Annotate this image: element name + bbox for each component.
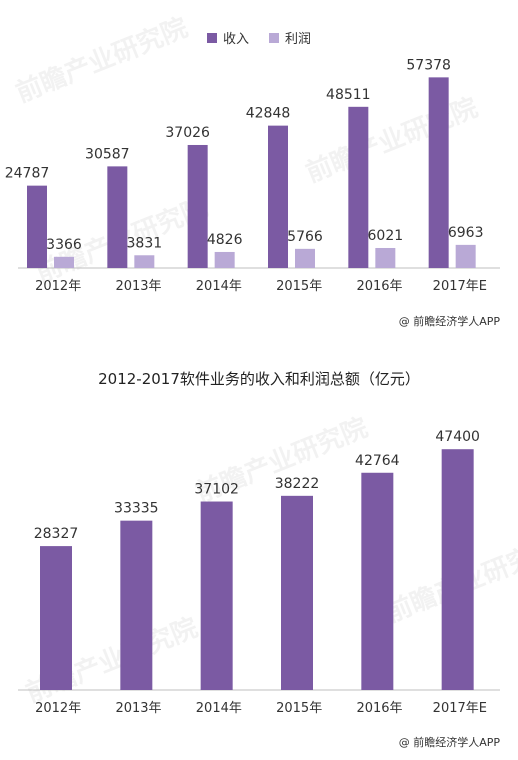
x-tick-label: 2017年E — [433, 279, 487, 294]
x-tick-label: 2015年 — [276, 279, 322, 294]
data-label: 33335 — [114, 501, 159, 517]
x-tick-label: 2014年 — [196, 279, 242, 294]
legend-label-income: 收入 — [222, 32, 249, 47]
data-label: 6963 — [448, 225, 484, 241]
data-label: 37026 — [165, 125, 210, 141]
x-tick-label: 2017年E — [433, 701, 487, 716]
bar — [441, 449, 474, 690]
data-label: 4826 — [207, 232, 243, 248]
data-label: 47400 — [435, 429, 480, 445]
data-label: 38222 — [275, 476, 320, 492]
x-tick-label: 2013年 — [115, 701, 161, 716]
data-label: 42764 — [355, 453, 400, 469]
legend-label-profit: 利润 — [285, 32, 312, 47]
chart-title: 2012-2017软件业务的收入和利润总额（亿元） — [98, 370, 420, 388]
bar — [200, 501, 233, 690]
grouped-bar-chart: 2012年 24787 3366 2013年 30587 3831 2014年 37026 48… — [5, 57, 500, 294]
data-label: 37102 — [194, 482, 239, 498]
bar — [295, 248, 315, 268]
bar — [361, 472, 394, 690]
source-note: @ 前瞻经济学人APP — [398, 736, 500, 749]
legend-swatch-income — [206, 32, 217, 43]
legend-swatch-profit — [269, 32, 279, 43]
bar — [375, 247, 396, 268]
bar — [428, 77, 449, 268]
x-tick-label: 2013年 — [115, 279, 161, 294]
data-label: 24787 — [5, 166, 50, 182]
chart1-legend: 收入 利润 — [0, 28, 518, 47]
source-note: @ 前瞻经济学人APP — [398, 315, 500, 328]
bar — [27, 185, 47, 268]
bar-chart: 2012年 28327 2013年 33335 2014年 37102 2015年 38222… — [18, 429, 500, 716]
data-label: 57378 — [406, 57, 451, 73]
data-label: 5766 — [287, 229, 323, 245]
legend-item-profit: 利润 — [269, 28, 311, 47]
bar — [187, 144, 208, 268]
data-label: 42848 — [246, 106, 291, 122]
bar — [120, 520, 153, 690]
x-tick-label: 2012年 — [35, 279, 81, 294]
bar — [214, 251, 235, 268]
x-tick-label: 2015年 — [276, 701, 322, 716]
legend-item-income: 收入 — [206, 28, 249, 47]
data-label: 3366 — [46, 237, 82, 253]
x-tick-label: 2012年 — [35, 701, 81, 716]
data-label: 28327 — [34, 526, 79, 542]
data-label: 3831 — [127, 235, 163, 251]
bar — [40, 546, 72, 690]
data-label: 6021 — [368, 228, 404, 244]
bar — [348, 106, 369, 268]
bar — [134, 255, 155, 268]
bar — [455, 244, 476, 268]
bar — [281, 495, 313, 690]
data-label: 48511 — [326, 87, 371, 103]
x-tick-label: 2016年 — [356, 701, 402, 716]
bar — [107, 166, 128, 268]
x-tick-label: 2016年 — [356, 279, 402, 294]
data-label: 30587 — [85, 146, 130, 162]
bar — [268, 125, 288, 268]
x-tick-label: 2014年 — [196, 701, 242, 716]
bar — [54, 256, 74, 268]
